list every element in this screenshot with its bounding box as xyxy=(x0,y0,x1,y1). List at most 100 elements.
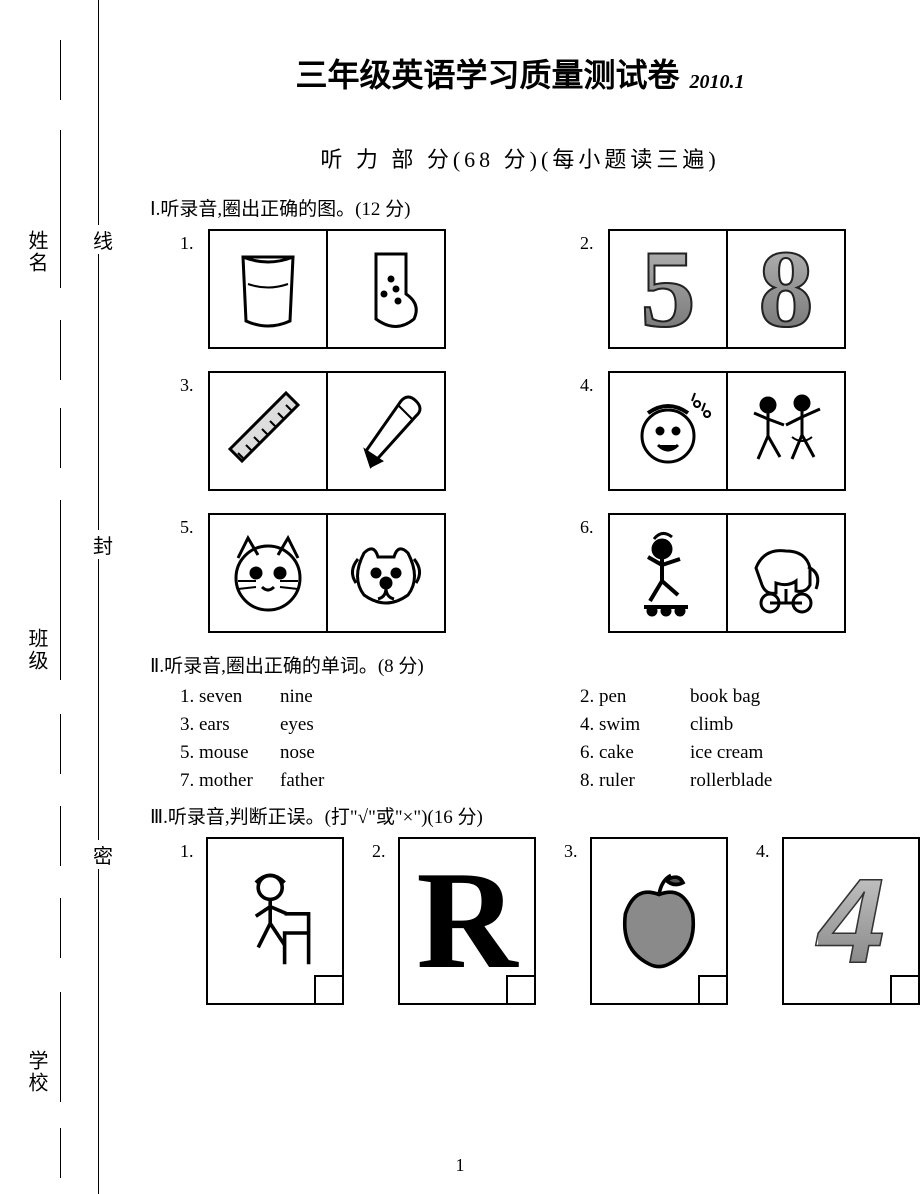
picture-option[interactable]: 5 xyxy=(608,229,728,349)
word-option[interactable]: nine xyxy=(280,686,440,708)
question-number: 6. xyxy=(580,513,600,538)
binding-field-label: 学校 xyxy=(22,1050,51,1094)
word-gap xyxy=(440,770,580,792)
binding-segment xyxy=(60,500,61,680)
question-number: 3. xyxy=(180,371,200,396)
word-option[interactable]: 1. seven xyxy=(180,686,280,708)
dog-icon xyxy=(336,523,436,623)
word-option[interactable]: rollerblade xyxy=(690,770,850,792)
big-number-5: 5 xyxy=(641,229,696,349)
picture-option[interactable] xyxy=(326,371,446,491)
binding-margin: 姓名班级学校线封密 xyxy=(0,0,130,1194)
judge-picture xyxy=(206,837,344,1005)
binding-segment xyxy=(60,40,61,100)
word-option[interactable]: 2. pen xyxy=(580,686,690,708)
binding-segment xyxy=(60,714,61,774)
judge-item: 3. xyxy=(564,837,728,1005)
answer-checkbox[interactable] xyxy=(890,975,920,1005)
word-gap xyxy=(440,686,580,708)
page-content: 三年级英语学习质量测试卷 2010.1 听 力 部 分(68 分)(每小题读三遍… xyxy=(150,50,890,1005)
judge-picture xyxy=(590,837,728,1005)
picture-option[interactable] xyxy=(326,229,446,349)
picture-option[interactable] xyxy=(608,513,728,633)
word-option[interactable]: 7. mother xyxy=(180,770,280,792)
letter-R: R xyxy=(416,851,517,991)
picture-option[interactable] xyxy=(326,513,446,633)
sing-icon xyxy=(618,381,718,481)
binding-segment xyxy=(60,408,61,468)
question-item: 6. xyxy=(580,513,890,633)
judge-picture: R xyxy=(398,837,536,1005)
word-option[interactable]: father xyxy=(280,770,440,792)
judge-item: 2.R xyxy=(372,837,536,1005)
picture-option[interactable] xyxy=(208,229,328,349)
question-number: 4. xyxy=(756,837,776,862)
question-item: 5. xyxy=(180,513,490,633)
answer-checkbox[interactable] xyxy=(506,975,536,1005)
section2-instr: Ⅱ.听录音,圈出正确的单词。(8 分) xyxy=(150,651,890,678)
word-option[interactable]: climb xyxy=(690,714,850,736)
binding-field-label: 班级 xyxy=(22,628,51,672)
page-number: 1 xyxy=(0,1155,920,1176)
glass-icon xyxy=(218,239,318,339)
picture-option[interactable]: 8 xyxy=(726,229,846,349)
binding-seal-char: 封 xyxy=(93,530,113,559)
word-option[interactable]: 3. ears xyxy=(180,714,280,736)
binding-seal-char: 密 xyxy=(93,840,113,869)
title-row: 三年级英语学习质量测试卷 2010.1 xyxy=(150,50,890,96)
dance-icon xyxy=(736,381,836,481)
girl-chair-icon xyxy=(215,851,335,991)
binding-segment xyxy=(60,320,61,380)
section1-instr: Ⅰ.听录音,圈出正确的图。(12 分) xyxy=(150,194,890,221)
question-item: 3. xyxy=(180,371,490,491)
cat-icon xyxy=(218,523,318,623)
word-option[interactable]: 6. cake xyxy=(580,742,690,764)
picture-pair xyxy=(608,371,846,491)
question-number: 5. xyxy=(180,513,200,538)
judge-picture: 4 xyxy=(782,837,920,1005)
picture-option[interactable] xyxy=(608,371,728,491)
section3-row: 1. 2.R 3. 4. 4 xyxy=(180,837,890,1005)
page-title: 三年级英语学习质量测试卷 xyxy=(295,57,679,93)
word-option[interactable]: ice cream xyxy=(690,742,850,764)
picture-pair xyxy=(208,229,446,349)
word-option[interactable]: 4. swim xyxy=(580,714,690,736)
question-number: 2. xyxy=(580,229,600,254)
subtitle: 听 力 部 分(68 分)(每小题读三遍) xyxy=(150,142,890,174)
binding-segment xyxy=(60,992,61,1102)
picture-option[interactable] xyxy=(208,371,328,491)
binding-segment xyxy=(60,130,61,288)
word-gap xyxy=(440,714,580,736)
title-date: 2010.1 xyxy=(690,71,745,93)
question-number: 1. xyxy=(180,837,200,862)
binding-segment xyxy=(60,806,61,866)
word-option[interactable]: 8. ruler xyxy=(580,770,690,792)
section1-grid: 1. 2. 58 3. 4. 5. 6. xyxy=(180,229,890,633)
picture-pair xyxy=(208,371,446,491)
judge-item: 1. xyxy=(180,837,344,1005)
word-option[interactable]: eyes xyxy=(280,714,440,736)
question-item: 1. xyxy=(180,229,490,349)
question-number: 1. xyxy=(180,229,200,254)
question-number: 3. xyxy=(564,837,584,862)
binding-divider xyxy=(98,0,99,1194)
answer-checkbox[interactable] xyxy=(698,975,728,1005)
rollerblade-icon xyxy=(618,523,718,623)
binding-segment xyxy=(60,898,61,958)
picture-pair: 58 xyxy=(608,229,846,349)
apple-icon xyxy=(599,851,719,991)
number-4: 4 xyxy=(818,852,885,990)
word-option[interactable]: nose xyxy=(280,742,440,764)
picture-option[interactable] xyxy=(208,513,328,633)
picture-pair xyxy=(608,513,846,633)
question-number: 4. xyxy=(580,371,600,396)
picture-pair xyxy=(208,513,446,633)
pencil-icon xyxy=(336,381,436,481)
picture-option[interactable] xyxy=(726,513,846,633)
word-option[interactable]: book bag xyxy=(690,686,850,708)
picture-option[interactable] xyxy=(726,371,846,491)
question-item: 4. xyxy=(580,371,890,491)
answer-checkbox[interactable] xyxy=(314,975,344,1005)
word-option[interactable]: 5. mouse xyxy=(180,742,280,764)
word-gap xyxy=(440,742,580,764)
